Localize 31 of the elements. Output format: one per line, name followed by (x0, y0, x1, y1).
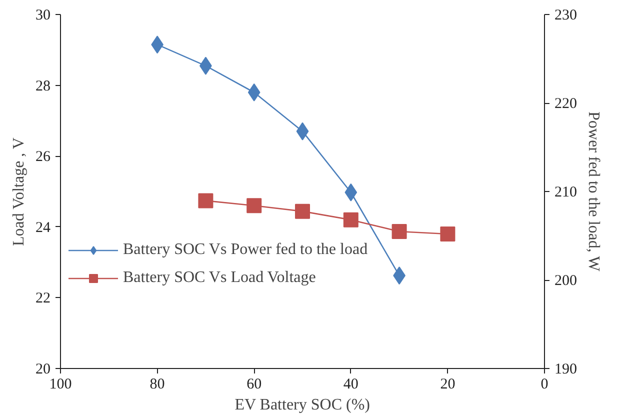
y-tick-label: 30 (36, 8, 50, 24)
y2-tick-label: 200 (554, 273, 577, 289)
point (343, 212, 358, 228)
x-tick-label: 0 (540, 376, 548, 392)
y-tick-label: 28 (36, 78, 50, 94)
point (440, 226, 456, 242)
y-tick-label: 24 (36, 220, 51, 236)
y2-axis-title: Power fed to the load, W (585, 112, 602, 272)
x-tick-label: 20 (440, 376, 456, 392)
x-axis-title: EV Battery SOC (%) (234, 396, 370, 414)
y-tick-label: 26 (36, 149, 51, 166)
point (296, 122, 309, 140)
x-tick-label: 40 (343, 376, 358, 392)
y2-tick-label: 230 (554, 8, 577, 24)
x-tick-label: 60 (246, 376, 262, 392)
point (344, 183, 358, 202)
y2-tick-label: 210 (554, 184, 577, 200)
y-axis-title: Load Voltage , V (10, 137, 28, 246)
point (246, 198, 262, 214)
point (198, 193, 214, 208)
point (392, 224, 407, 239)
legend-label: Battery SOC Vs Load Voltage (123, 269, 317, 287)
legend-label: Battery SOC Vs Power fed to the load (123, 241, 368, 259)
point (248, 83, 260, 102)
x-tick-label: 100 (49, 376, 72, 392)
y2-tick-label: 190 (554, 362, 577, 378)
y-tick-label: 22 (36, 290, 50, 307)
x-tick-label: 80 (150, 376, 165, 392)
point (295, 204, 310, 219)
y2-tick-label: 220 (554, 96, 577, 112)
y-tick-label: 20 (36, 362, 50, 378)
